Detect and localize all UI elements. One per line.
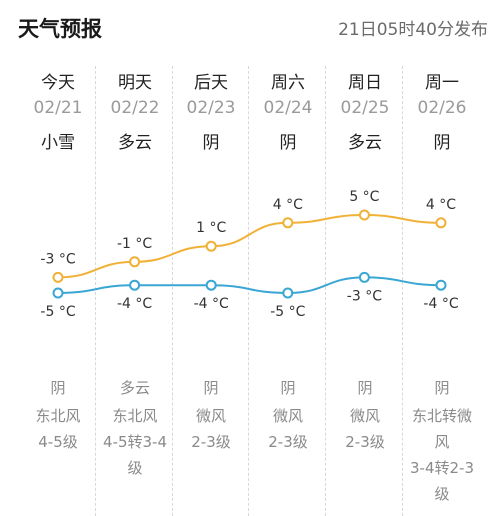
night-condition: 阴 — [203, 379, 219, 397]
high-temp-line — [57, 213, 442, 279]
forecast-day-column[interactable]: 明天 02/22 多云 多云 东北风 4-5转3-4 级 — [97, 62, 173, 516]
day-condition: 阴 — [279, 133, 297, 153]
column-divider — [248, 66, 249, 516]
wind-level-line: 3-4转2-3 — [410, 459, 474, 477]
wind-direction-line: 风 — [434, 433, 450, 451]
forecast-day-column[interactable]: 后天 02/23 阴 阴 微风 2-3级 — [173, 62, 249, 516]
high-temp-label: 5 °C — [349, 189, 379, 205]
wind-direction: 微风 — [349, 407, 380, 425]
column-divider — [402, 66, 403, 516]
date-label: 02/22 — [110, 98, 160, 118]
date-label: 02/21 — [33, 98, 83, 118]
column-divider — [325, 66, 326, 516]
day-condition: 多云 — [118, 133, 152, 153]
wind-direction: 微风 — [272, 407, 303, 425]
day-label: 后天 — [194, 73, 228, 93]
low-temp-point — [52, 287, 64, 299]
column-divider — [172, 66, 173, 516]
forecast-day-column[interactable]: 今天 02/21 小雪 阴 东北风 4-5级 — [20, 62, 96, 516]
high-temp-point — [205, 240, 217, 252]
wind-level: 3-4转2-3 级 — [404, 455, 480, 507]
low-temp-label: -5 °C — [270, 304, 305, 320]
wind-direction: 东北风 — [112, 407, 158, 425]
wind-level-line: 4-5转3-4 — [103, 433, 167, 451]
date-label: 02/26 — [417, 98, 467, 118]
day-label: 明天 — [118, 73, 152, 93]
day-label: 周一 — [425, 73, 459, 93]
day-condition: 多云 — [348, 133, 382, 153]
high-temp-label: 4 °C — [273, 197, 303, 213]
header: 天气预报 21日05时40分发布 — [0, 0, 500, 48]
wind-level-line: 级 — [127, 459, 143, 477]
low-temp-label: -5 °C — [40, 304, 75, 320]
high-temp-point — [435, 217, 447, 229]
high-temp-label: -3 °C — [40, 251, 75, 267]
forecast-day-column[interactable]: 周一 02/26 阴 阴 东北转微风 3-4转2-3 级 — [404, 62, 480, 516]
wind-level: 2-3级 — [191, 433, 231, 451]
forecast-day-column[interactable]: 周日 02/25 多云 阴 微风 2-3级 — [327, 62, 403, 516]
forecast-grid: 今天 02/21 小雪 阴 东北风 4-5级 明天 02/22 多云 多云 东北… — [20, 62, 480, 516]
low-temp-label: -4 °C — [194, 296, 229, 312]
wind-level: 4-5级 — [38, 433, 78, 451]
wind-direction: 东北转微风 — [404, 403, 480, 455]
day-condition: 阴 — [202, 133, 220, 153]
high-temp-point — [129, 256, 141, 268]
low-temp-point — [205, 279, 217, 291]
date-label: 02/25 — [340, 98, 390, 118]
wind-direction: 微风 — [195, 407, 226, 425]
low-temp-label: -4 °C — [117, 296, 152, 312]
wind-level: 2-3级 — [345, 433, 385, 451]
wind-level: 2-3级 — [268, 433, 308, 451]
high-temp-point — [358, 209, 370, 221]
high-temp-point — [282, 217, 294, 229]
low-temp-label: -3 °C — [347, 288, 382, 304]
night-condition: 阴 — [434, 379, 450, 397]
page-title: 天气预报 — [18, 17, 102, 41]
night-condition: 阴 — [357, 379, 373, 397]
day-condition: 阴 — [433, 133, 451, 153]
high-temp-label: 1 °C — [196, 220, 226, 236]
publish-time: 21日05时40分发布 — [338, 20, 488, 40]
forecast-day-column[interactable]: 周六 02/24 阴 阴 微风 2-3级 — [250, 62, 326, 516]
wind-direction-line: 东北转微 — [411, 407, 472, 425]
column-divider — [95, 66, 96, 516]
low-temp-label: -4 °C — [423, 296, 458, 312]
low-temp-point — [129, 279, 141, 291]
night-condition: 多云 — [119, 379, 150, 397]
day-condition: 小雪 — [41, 133, 75, 153]
wind-level: 4-5转3-4 级 — [97, 429, 173, 481]
high-temp-label: -1 °C — [117, 236, 152, 252]
night-condition: 阴 — [280, 379, 296, 397]
wind-direction: 东北风 — [35, 407, 81, 425]
date-label: 02/24 — [263, 98, 313, 118]
low-temp-point — [435, 279, 447, 291]
low-temp-line — [57, 276, 442, 295]
low-temp-point — [282, 287, 294, 299]
low-temp-point — [358, 271, 370, 283]
night-condition: 阴 — [50, 379, 66, 397]
wind-level-line: 级 — [434, 485, 450, 503]
day-label: 周六 — [271, 73, 305, 93]
day-label: 今天 — [41, 73, 75, 93]
day-label: 周日 — [348, 73, 382, 93]
high-temp-label: 4 °C — [426, 197, 456, 213]
date-label: 02/23 — [186, 98, 236, 118]
high-temp-point — [52, 271, 64, 283]
